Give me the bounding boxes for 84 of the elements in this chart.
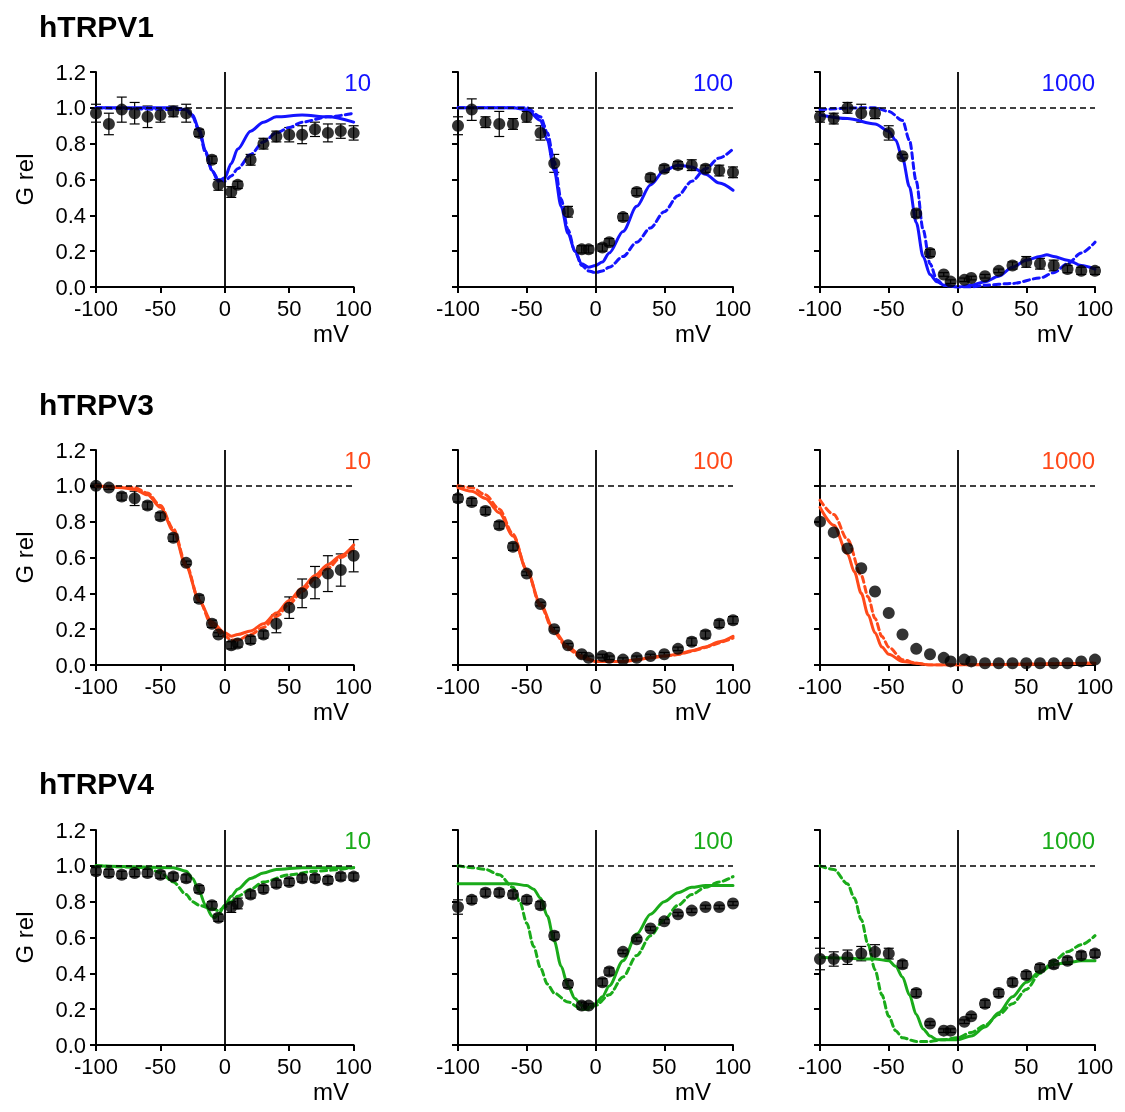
- x-tick-label: 100: [714, 295, 752, 321]
- chart-title: hTRPV1: [39, 9, 155, 43]
- y-tick-label: 1.2: [55, 437, 86, 463]
- x-tick-label: -100: [797, 673, 843, 699]
- x-tick-label: 0: [218, 295, 231, 321]
- x-axis-title: mV: [1037, 697, 1073, 725]
- x-tick-label: 0: [951, 295, 964, 321]
- x-tick-label: -50: [144, 1053, 177, 1079]
- annotation: 100: [692, 826, 733, 854]
- y-tick-label: 1.2: [55, 59, 86, 85]
- y-tick-label: 0.4: [55, 580, 86, 606]
- x-tick-label: 100: [714, 1053, 752, 1079]
- x-tick-label: -50: [872, 673, 905, 699]
- y-tick-label: 0.6: [55, 925, 86, 950]
- y-tick-label: 0.4: [55, 202, 86, 228]
- x-tick-label: 50: [1014, 1053, 1039, 1079]
- x-tick-label: 50: [652, 295, 677, 321]
- annotation: 1000: [1041, 826, 1095, 854]
- y-tick-label: 0.4: [55, 960, 86, 986]
- x-tick-label: -100: [797, 295, 843, 321]
- x-tick-label: 0: [218, 1053, 231, 1079]
- chart-title: hTRPV3: [39, 387, 155, 421]
- annotation: 1000: [1041, 446, 1095, 474]
- chart-title: hTRPV4: [39, 766, 155, 800]
- annotation: 10: [344, 68, 371, 96]
- x-tick-label: 0: [951, 673, 964, 699]
- y-tick-label: 1.0: [55, 473, 86, 499]
- x-tick-label: 100: [335, 295, 373, 321]
- y-tick-label: 0.2: [55, 238, 86, 264]
- x-tick-label: -50: [510, 1053, 543, 1079]
- y-tick-label: 1.0: [55, 95, 86, 121]
- x-tick-label: 100: [1076, 673, 1114, 699]
- x-tick-label: 0: [589, 1053, 602, 1079]
- y-axis-title: G rel: [10, 911, 38, 964]
- x-axis-title: mV: [1037, 1077, 1073, 1105]
- y-axis-title: G rel: [10, 153, 38, 206]
- annotation: 1000: [1041, 68, 1095, 96]
- x-tick-label: -50: [872, 295, 905, 321]
- x-tick-label: -50: [144, 295, 177, 321]
- y-tick-label: 0.8: [55, 509, 86, 535]
- y-axis-title: G rel: [10, 531, 38, 584]
- x-tick-label: -50: [510, 295, 543, 321]
- annotation: 100: [692, 68, 733, 96]
- y-tick-label: 1.0: [55, 853, 86, 879]
- annotation: 10: [344, 826, 371, 854]
- x-tick-label: 100: [714, 673, 752, 699]
- x-tick-label: 0: [589, 295, 602, 321]
- x-axis-title: mV: [1037, 319, 1073, 347]
- x-axis-title: mV: [675, 697, 711, 725]
- x-tick-label: 0: [218, 673, 231, 699]
- x-tick-label: 50: [652, 673, 677, 699]
- y-tick-label: 0.6: [55, 167, 86, 192]
- y-tick-label: 0.8: [55, 131, 86, 157]
- annotation: 10: [344, 446, 371, 474]
- x-axis-title: mV: [313, 1077, 349, 1105]
- x-tick-label: 100: [1076, 295, 1114, 321]
- x-tick-label: 50: [1014, 673, 1039, 699]
- x-tick-label: -100: [797, 1053, 843, 1079]
- x-tick-label: -100: [435, 295, 481, 321]
- x-tick-label: 100: [335, 1053, 373, 1079]
- x-tick-label: -100: [435, 1053, 481, 1079]
- y-tick-label: 1.2: [55, 817, 86, 843]
- x-tick-label: -50: [144, 673, 177, 699]
- x-axis-title: mV: [313, 697, 349, 725]
- x-tick-label: 50: [1014, 295, 1039, 321]
- x-axis-title: mV: [313, 319, 349, 347]
- y-tick-label: 0.2: [55, 616, 86, 642]
- y-tick-label: 0.2: [55, 996, 86, 1022]
- x-axis-title: mV: [675, 1077, 711, 1105]
- y-tick-label: 0.8: [55, 889, 86, 915]
- x-tick-label: 0: [589, 673, 602, 699]
- x-tick-label: 100: [1076, 1053, 1114, 1079]
- x-tick-label: 50: [276, 1053, 302, 1079]
- x-axis-title: mV: [675, 319, 711, 347]
- x-tick-label: 50: [652, 1053, 677, 1079]
- x-tick-label: 100: [335, 673, 373, 699]
- x-tick-label: 50: [276, 295, 302, 321]
- x-tick-label: -100: [435, 673, 481, 699]
- y-tick-label: 0.6: [55, 545, 86, 570]
- x-tick-label: 50: [276, 673, 302, 699]
- x-tick-label: -50: [510, 673, 543, 699]
- x-tick-label: 0: [951, 1053, 964, 1079]
- annotation: 100: [692, 446, 733, 474]
- x-tick-label: -50: [872, 1053, 905, 1079]
